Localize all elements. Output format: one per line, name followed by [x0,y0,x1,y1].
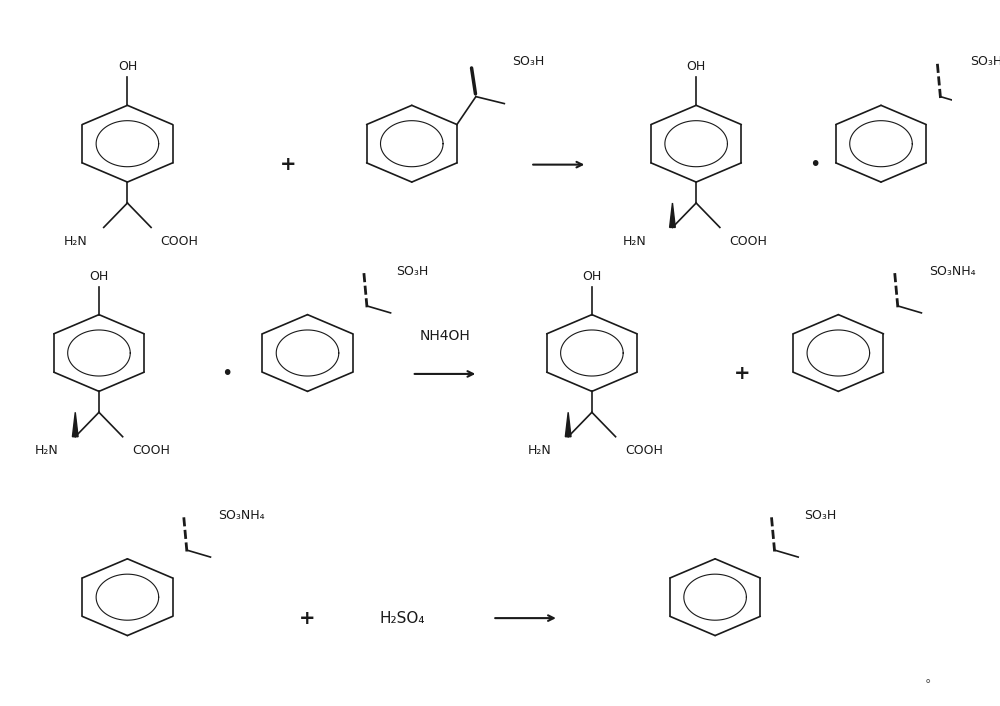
Text: OH: OH [89,270,109,283]
Text: SO₃NH₄: SO₃NH₄ [218,509,265,522]
Text: OH: OH [687,61,706,73]
Text: °: ° [925,678,932,691]
Text: SO₃H: SO₃H [804,509,836,522]
Text: •: • [809,155,820,174]
Text: •: • [221,364,233,383]
Text: SO₃H: SO₃H [970,55,1000,68]
Text: H₂N: H₂N [63,235,87,248]
Text: COOH: COOH [132,444,170,457]
Text: +: + [299,609,316,628]
Text: COOH: COOH [625,444,663,457]
Text: OH: OH [118,61,137,73]
Polygon shape [565,412,571,437]
Text: NH4OH: NH4OH [420,328,470,342]
Text: H₂N: H₂N [528,444,552,457]
Text: SO₃H: SO₃H [396,265,428,277]
Text: +: + [733,364,750,383]
Text: COOH: COOH [161,235,198,248]
Text: H₂SO₄: H₂SO₄ [380,611,425,626]
Polygon shape [72,412,78,437]
Text: H₂N: H₂N [623,235,646,248]
Text: SO₃H: SO₃H [512,55,544,68]
Text: +: + [280,155,297,174]
Polygon shape [670,203,675,227]
Text: OH: OH [582,270,602,283]
Text: COOH: COOH [729,235,767,248]
Text: SO₃NH₄: SO₃NH₄ [929,265,976,277]
Text: H₂N: H₂N [35,444,59,457]
